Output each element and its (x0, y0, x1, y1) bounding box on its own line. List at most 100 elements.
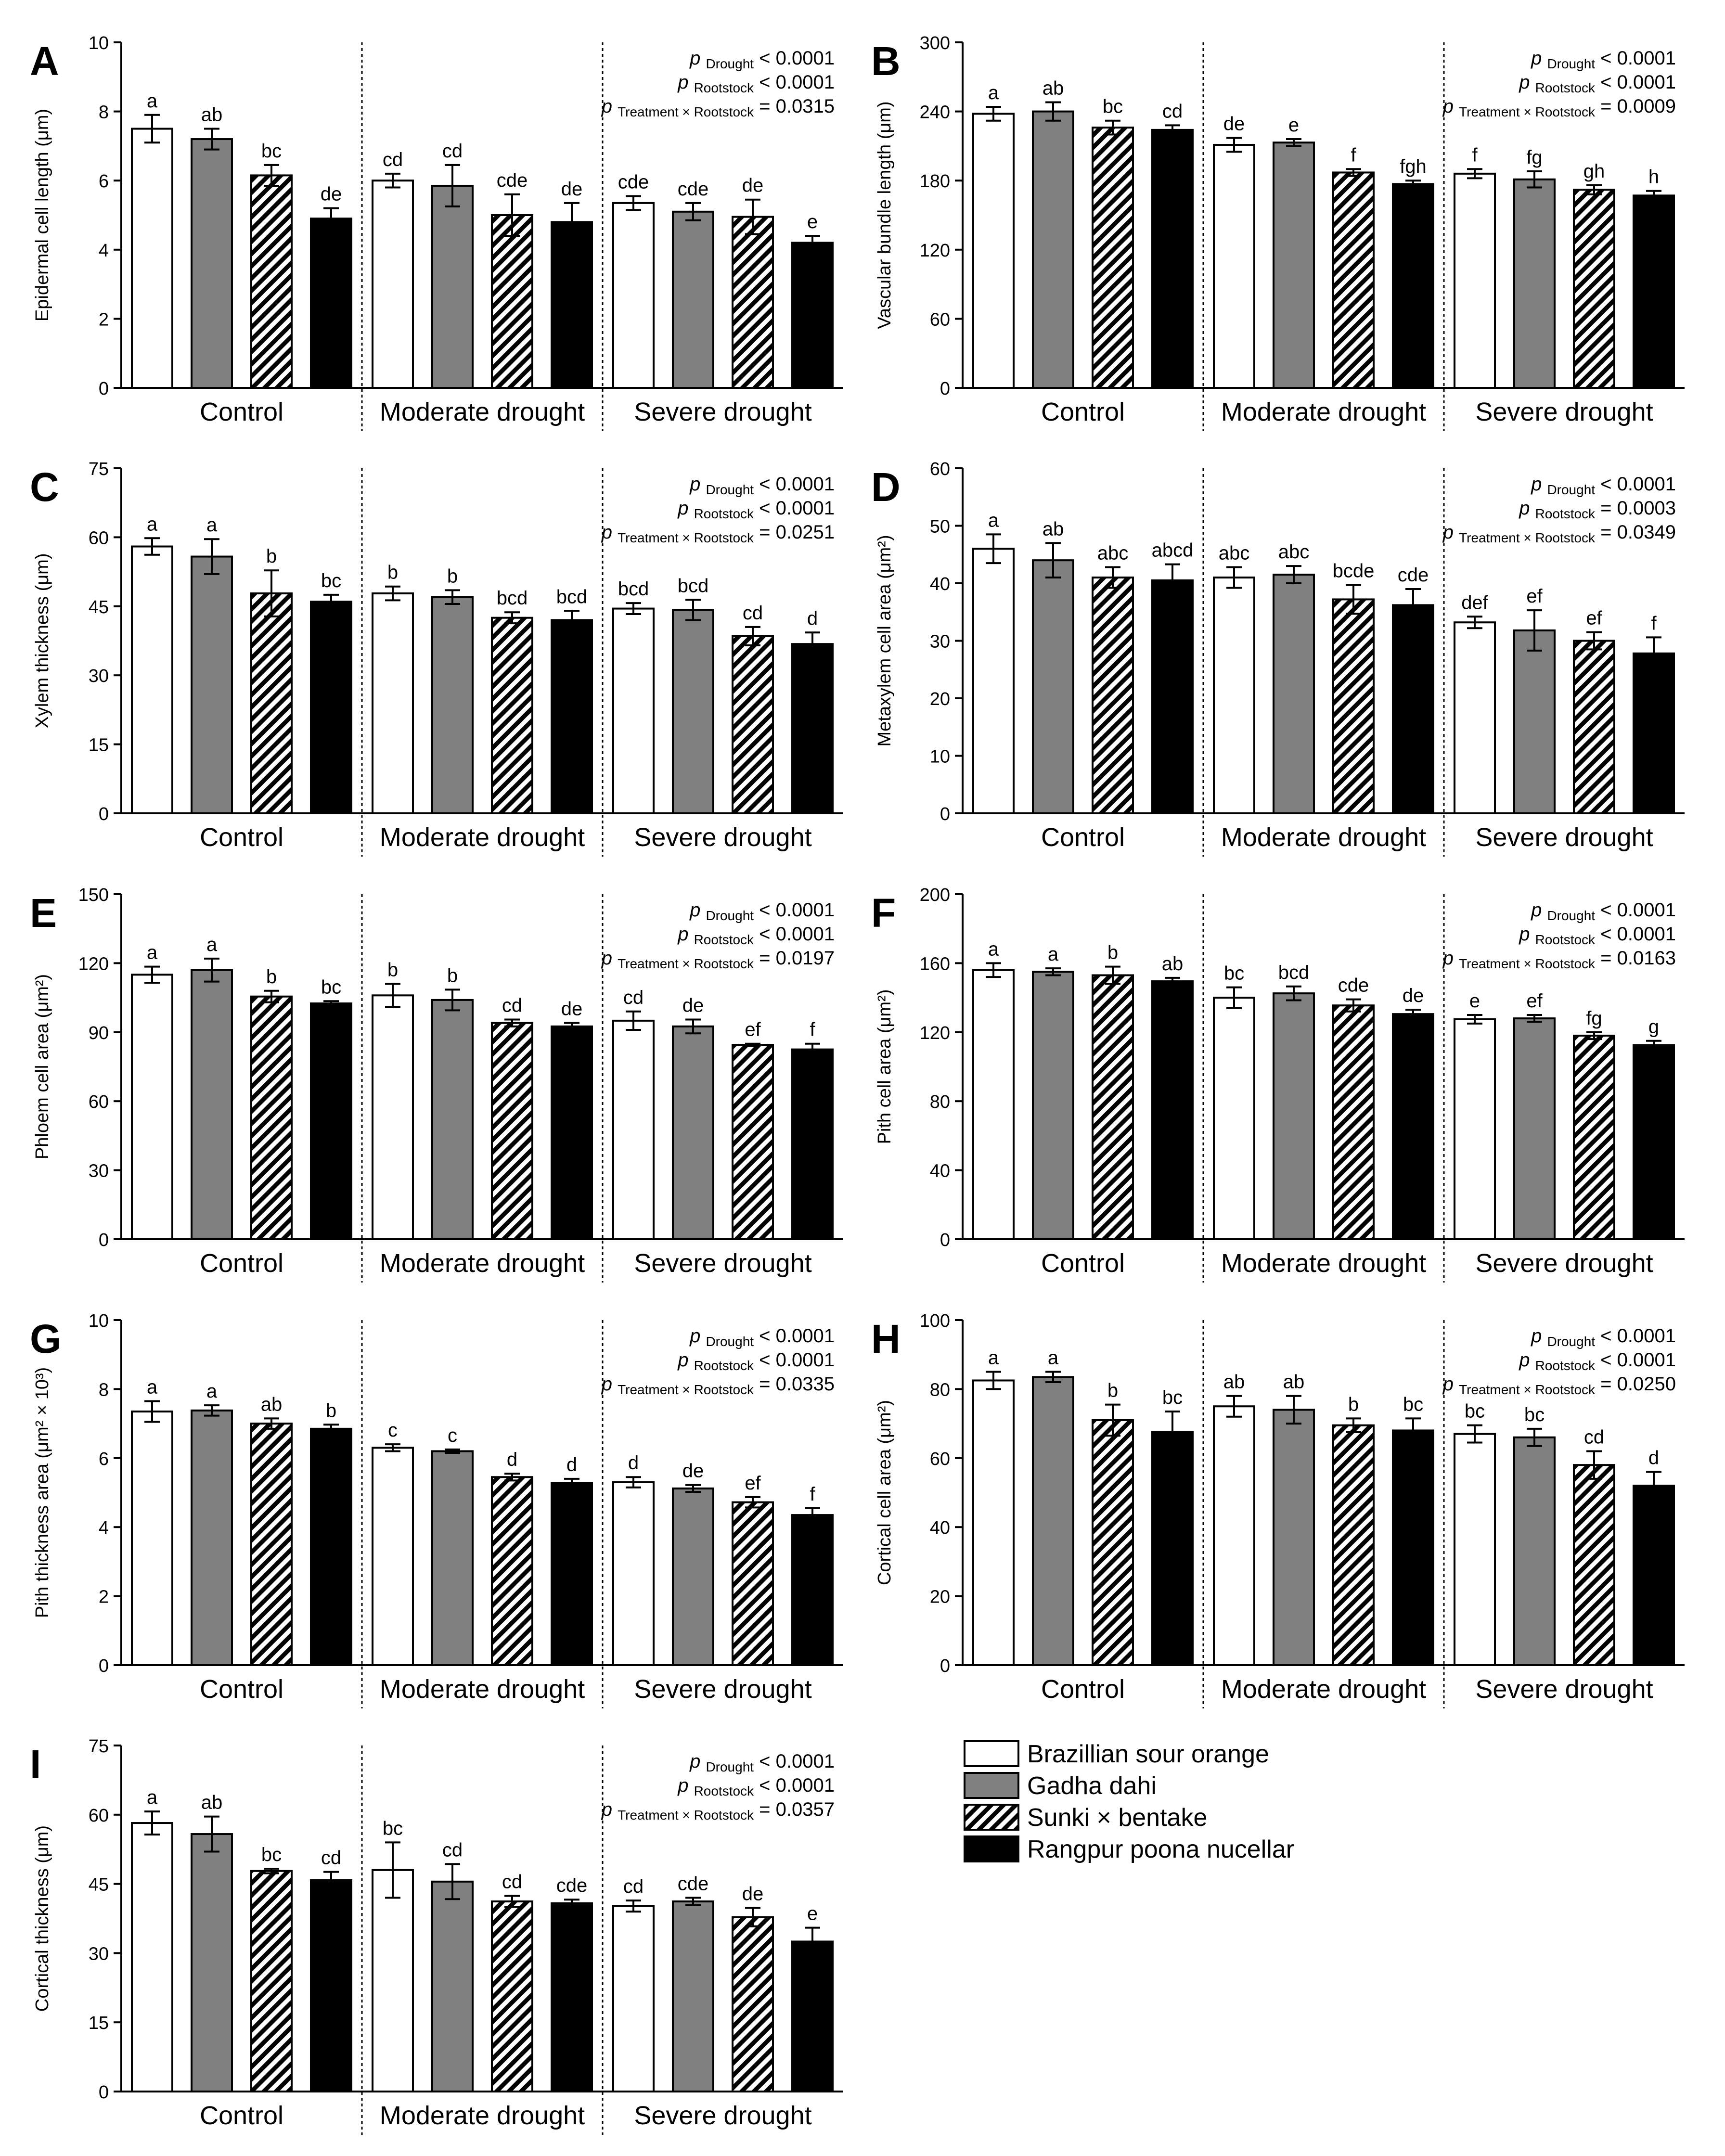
panel-letter-f: F (871, 890, 896, 936)
significance-label: fg (1586, 1008, 1602, 1029)
y-tick-label: 0 (940, 1656, 950, 1676)
bar (732, 216, 774, 389)
significance-label: ab (261, 1394, 283, 1415)
significance-label: bc (261, 141, 282, 162)
stat-subscript: Treatment × Rootstock (618, 1808, 754, 1822)
group-label: Severe drought (634, 2101, 811, 2130)
significance-label: bcd (678, 575, 709, 596)
panel-b: B Vascular bundle length (μm) 0 60 120 180 240… (871, 33, 1685, 431)
y-tick-label: 120 (920, 1023, 950, 1043)
y-tick-label: 75 (89, 1736, 109, 1757)
bar (310, 218, 352, 389)
group-label: Control (1041, 398, 1125, 426)
stat-annotation: p Drought < 0.0001 (1531, 1325, 1676, 1349)
y-tick-label: 60 (89, 528, 109, 548)
stat-subscript: Treatment × Rootstock (618, 530, 754, 545)
significance-label: cd (502, 995, 522, 1016)
bar (1032, 559, 1074, 814)
stat-subscript: Rootstock (1535, 80, 1596, 95)
significance-label: cd (1162, 101, 1183, 122)
bar (551, 1025, 593, 1241)
bar (1633, 652, 1675, 815)
stat-annotation: p Rootstock = 0.0003 (1519, 498, 1676, 521)
panel-i: I Cortical thickness (μm) 0 15 30 45 60 75 a ab bc… (30, 1736, 843, 2135)
stat-value: < 0.0001 (754, 1349, 835, 1371)
y-tick-label: 60 (930, 1449, 950, 1469)
stat-annotation: p Drought < 0.0001 (1531, 48, 1676, 71)
significance-label: fgh (1400, 156, 1427, 177)
significance-label: b (387, 959, 398, 980)
significance-label: gh (1583, 161, 1605, 182)
significance-label: f (810, 1019, 815, 1040)
significance-label: ab (1223, 1372, 1245, 1393)
bar (1032, 971, 1074, 1240)
legend-label: Sunki × bentake (1027, 1804, 1207, 1832)
bar (1633, 194, 1675, 389)
y-tick-label: 240 (920, 103, 950, 123)
panel-letter-h: H (871, 1316, 901, 1361)
bar (1633, 1044, 1675, 1240)
stat-annotation: p Treatment × Rootstock = 0.0335 (601, 1373, 835, 1397)
stat-p: p (1519, 924, 1535, 945)
stat-annotation: p Drought < 0.0001 (689, 1751, 835, 1774)
bar (372, 180, 414, 389)
stat-annotation: p Rootstock < 0.0001 (1519, 1349, 1676, 1373)
stat-p: p (677, 1775, 694, 1796)
bar (791, 643, 834, 815)
stat-p: p (1531, 1325, 1547, 1347)
stat-value: = 0.0357 (754, 1799, 835, 1820)
bar (1151, 128, 1194, 389)
stat-annotation: p Treatment × Rootstock = 0.0357 (601, 1799, 835, 1822)
bar (1332, 1004, 1375, 1240)
bar (551, 1482, 593, 1667)
stat-p: p (1442, 96, 1459, 117)
significance-label: b (266, 546, 277, 567)
significance-label: ef (1586, 608, 1602, 629)
bar (1392, 604, 1434, 815)
stat-subscript: Treatment × Rootstock (618, 956, 754, 971)
y-tick-label: 20 (930, 689, 950, 709)
bar (1573, 640, 1615, 814)
stat-subscript: Drought (706, 482, 754, 497)
group-label: Moderate drought (1221, 398, 1426, 426)
bar (1092, 974, 1134, 1240)
group-label: Control (200, 1249, 283, 1278)
stat-value: < 0.0001 (1595, 474, 1676, 495)
stat-p: p (677, 498, 694, 519)
stat-annotation: p Rootstock < 0.0001 (677, 1775, 835, 1798)
significance-label: de (682, 995, 704, 1016)
stat-p: p (601, 1373, 618, 1395)
group-label: Severe drought (1475, 1249, 1653, 1278)
significance-label: de (1403, 985, 1424, 1006)
y-tick-label: 10 (89, 33, 109, 53)
significance-label: abc (1219, 543, 1250, 564)
significance-label: ab (201, 104, 223, 126)
stat-value: < 0.0001 (754, 899, 835, 921)
panel-letter-b: B (871, 38, 901, 84)
group-label: Severe drought (1475, 1675, 1653, 1704)
bar (1092, 127, 1134, 389)
y-tick-label: 15 (89, 735, 109, 756)
significance-label: cde (556, 1875, 588, 1896)
stat-subscript: Rootstock (694, 80, 754, 95)
stat-annotation: p Drought < 0.0001 (689, 48, 835, 71)
bar (491, 214, 533, 389)
significance-label: f (810, 1484, 815, 1505)
stat-p: p (689, 899, 706, 921)
stat-annotation: p Drought < 0.0001 (689, 899, 835, 923)
bar (612, 1481, 655, 1666)
significance-label: d (807, 608, 818, 629)
bar (1513, 629, 1556, 814)
stat-p: p (1442, 1373, 1459, 1395)
significance-label: bc (261, 1844, 282, 1865)
bar (250, 592, 293, 814)
bar (372, 592, 414, 814)
y-axis-title-e: Phloem cell area (μm²) (32, 974, 52, 1159)
stat-subscript: Rootstock (694, 506, 754, 521)
stat-p: p (1442, 522, 1459, 543)
significance-label: cde (618, 172, 649, 193)
